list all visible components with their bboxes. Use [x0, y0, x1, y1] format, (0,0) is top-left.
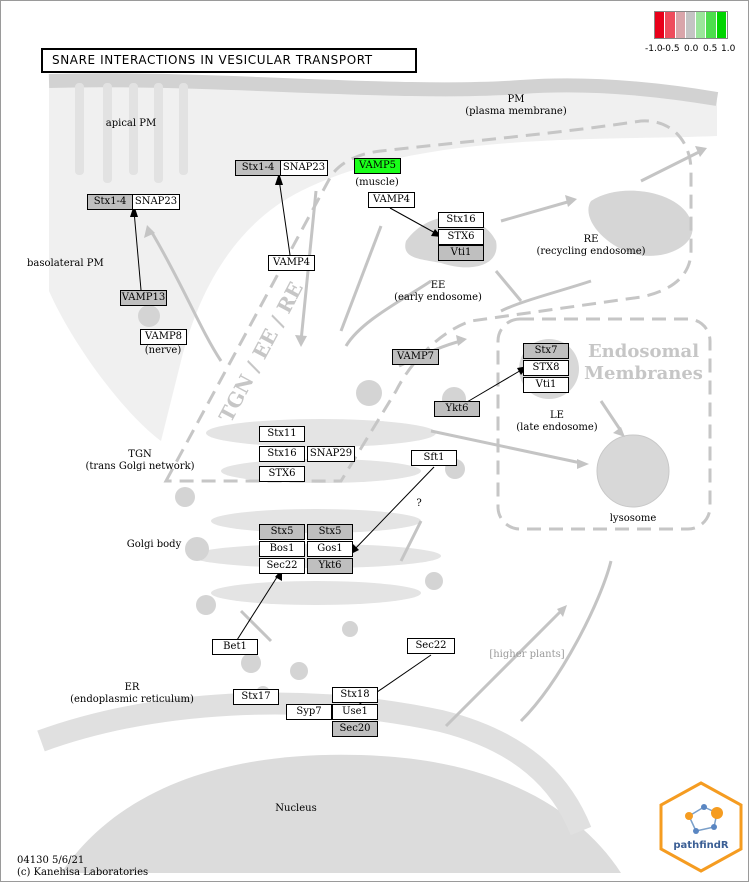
gene-vamp4-top[interactable]: VAMP4 — [368, 192, 415, 208]
nucleus-shape — [61, 754, 621, 873]
pm-label: PM (plasma membrane) — [461, 94, 571, 118]
legend-tick: -1.0 — [645, 44, 663, 54]
gene-stx17[interactable]: Stx17 — [233, 689, 279, 705]
legend-swatch — [665, 12, 676, 38]
legend-swatch — [696, 12, 707, 38]
er-shape — [37, 692, 592, 836]
er-subtitle: (endoplasmic reticulum) — [70, 694, 194, 705]
gene-stx5-a[interactable]: Stx5 — [259, 524, 305, 540]
gene-snap23-basolateral[interactable]: SNAP23 — [132, 194, 180, 210]
gene-sec22-er[interactable]: Sec22 — [407, 638, 455, 654]
pathfindr-logo — [659, 781, 743, 873]
plasma-membrane-outline — [48, 73, 719, 106]
higher-plants-label: [higher plants] — [489, 649, 565, 660]
endosomal-membranes-watermark: Endosomal Membranes — [581, 341, 706, 385]
lysosome-shape — [596, 434, 670, 508]
gene-vti1-ee[interactable]: Vti1 — [438, 245, 484, 261]
map-title: SNARE INTERACTIONS IN VESICULAR TRANSPOR… — [41, 48, 417, 73]
le-title: LE — [550, 410, 564, 421]
muscle-label: (muscle) — [355, 177, 399, 188]
legend-swatch — [685, 12, 697, 38]
legend-tick: 0.0 — [684, 44, 699, 54]
gene-syp7[interactable]: Syp7 — [286, 704, 332, 720]
gene-bos1[interactable]: Bos1 — [259, 541, 305, 557]
gene-sec22-golgi[interactable]: Sec22 — [259, 558, 305, 574]
map-id-date: 04130 5/6/21 — [17, 855, 85, 866]
question-mark: ? — [416, 498, 422, 509]
microvilli — [75, 83, 188, 183]
plasma-membrane-shape — [49, 80, 717, 442]
membranes-line: Membranes — [584, 363, 703, 384]
pm-subtitle: (plasma membrane) — [465, 106, 567, 117]
le-label: LE (late endosome) — [511, 410, 603, 434]
tgn-ee-re-region — [163, 119, 693, 483]
legend-swatch — [706, 12, 717, 38]
apical-pm-label: apical PM — [105, 118, 157, 129]
re-title: RE — [583, 234, 599, 245]
legend-tick: -0.5 — [662, 44, 680, 54]
gene-vamp5[interactable]: VAMP5 — [354, 158, 401, 174]
endosomal-line: Endosomal — [587, 341, 700, 362]
recycling-endosome-shape — [588, 190, 693, 256]
transport-arrowheads — [144, 146, 707, 617]
gene-bet1[interactable]: Bet1 — [212, 639, 258, 655]
ee-title: EE — [430, 280, 446, 291]
gene-stx18[interactable]: Stx18 — [332, 687, 378, 703]
pm-title: PM — [507, 94, 525, 105]
legend-tick: 0.5 — [703, 44, 718, 54]
ee-subtitle: (early endosome) — [394, 292, 482, 303]
gene-vamp7[interactable]: VAMP7 — [392, 349, 439, 365]
gene-sec20[interactable]: Sec20 — [332, 721, 378, 737]
lysosome-label: lysosome — [609, 513, 657, 524]
gene-vti1-le[interactable]: Vti1 — [523, 377, 569, 393]
gene-snap29[interactable]: SNAP29 — [307, 446, 355, 462]
pathfindr-logo-text: pathfindR — [673, 840, 729, 851]
legend-swatch — [716, 12, 727, 38]
golgi-label: Golgi body — [126, 539, 182, 550]
gene-vamp13[interactable]: VAMP13 — [120, 290, 167, 306]
tgn-label: TGN (trans Golgi network) — [81, 449, 199, 473]
tgn-subtitle: (trans Golgi network) — [85, 461, 195, 472]
gene-ykt6-le[interactable]: Ykt6 — [434, 401, 480, 417]
nerve-label: (nerve) — [144, 345, 182, 356]
gene-stx7[interactable]: Stx7 — [523, 343, 569, 359]
gene-vamp8[interactable]: VAMP8 — [140, 329, 187, 345]
legend-swatch — [675, 12, 686, 38]
legend-bar — [654, 11, 728, 39]
le-subtitle: (late endosome) — [516, 422, 598, 433]
legend-tick: 1.0 — [721, 44, 736, 54]
gene-sft1[interactable]: Sft1 — [411, 450, 457, 466]
re-subtitle: (recycling endosome) — [536, 246, 646, 257]
gene-stx6-ee[interactable]: STX6 — [438, 229, 484, 245]
gene-stx6-tgn[interactable]: STX6 — [259, 466, 305, 482]
re-label: RE (recycling endosome) — [531, 234, 651, 258]
er-title: ER — [124, 682, 140, 693]
gene-stx1-4-pm[interactable]: Stx1-4 — [235, 160, 281, 176]
gene-stx16-ee[interactable]: Stx16 — [438, 212, 484, 228]
er-label: ER (endoplasmic reticulum) — [69, 682, 195, 706]
tgn-title: TGN — [128, 449, 152, 460]
basolateral-pm-label: basolateral PM — [27, 258, 104, 269]
gene-stx1-4-basolateral[interactable]: Stx1-4 — [87, 194, 133, 210]
copyright: (c) Kanehisa Laboratories — [17, 867, 149, 878]
gene-stx5-b[interactable]: Stx5 — [307, 524, 353, 540]
legend-swatch — [655, 12, 666, 38]
gene-stx16-tgn[interactable]: Stx16 — [259, 446, 305, 462]
gene-stx8[interactable]: STX8 — [523, 360, 569, 376]
nucleus-label: Nucleus — [275, 803, 317, 814]
gene-use1[interactable]: Use1 — [332, 704, 378, 720]
gene-ykt6-golgi[interactable]: Ykt6 — [307, 558, 353, 574]
gene-stx11[interactable]: Stx11 — [259, 426, 305, 442]
endosomal-membranes-region — [496, 317, 712, 531]
ee-label: EE (early endosome) — [391, 280, 485, 304]
gene-snap23-pm[interactable]: SNAP23 — [280, 160, 328, 176]
gene-gos1[interactable]: Gos1 — [307, 541, 353, 557]
gene-vamp4-mid[interactable]: VAMP4 — [268, 255, 315, 271]
